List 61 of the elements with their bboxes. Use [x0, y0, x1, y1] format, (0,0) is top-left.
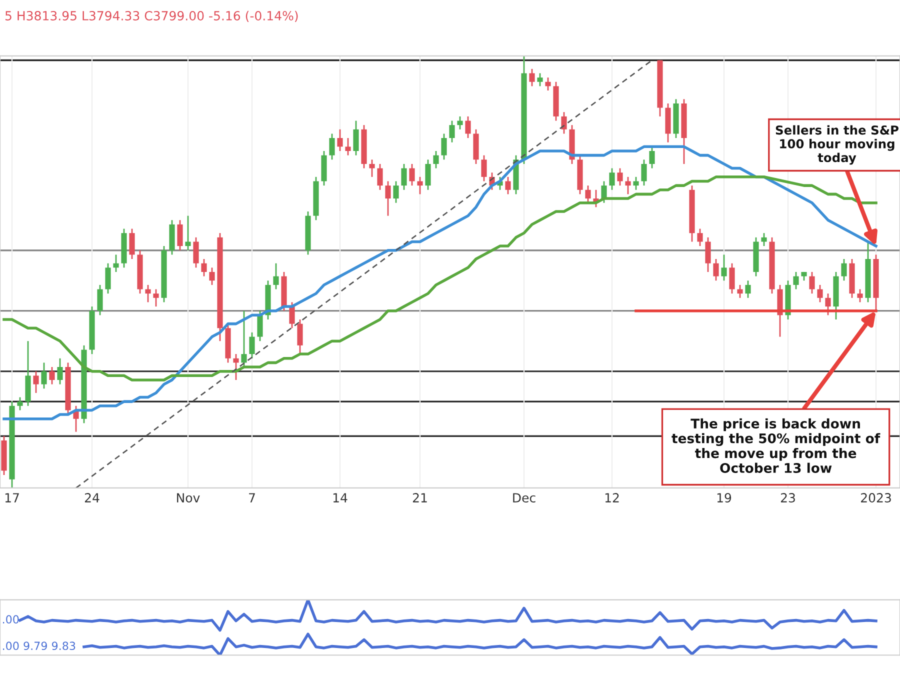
candlestick [577, 154, 583, 195]
candlestick [753, 236, 759, 277]
candlestick [537, 72, 543, 87]
candlestick [25, 340, 31, 407]
candlestick [721, 254, 727, 282]
candlestick [329, 133, 335, 160]
candlestick [153, 288, 159, 308]
candlestick [649, 146, 655, 169]
annotation: Sellers in the S&P 100 hour moving today [776, 125, 898, 165]
candlestick [705, 236, 711, 273]
candlestick [169, 219, 175, 256]
candlestick [441, 133, 447, 160]
x-tick-label: 2023 [861, 493, 891, 503]
candlestick [553, 81, 559, 122]
candlestick [393, 180, 399, 204]
x-tick-label: 12 [605, 493, 619, 502]
candlestick [313, 176, 319, 221]
annotation: .00 [2, 615, 19, 624]
candlestick [97, 284, 103, 316]
x-tick-label: 23 [780, 493, 795, 503]
x-tick-label: 14 [333, 493, 348, 502]
candlestick [737, 284, 743, 299]
text: 5 H3813.95 L3794.33 C3799.00 -5.16 (-0.14%) [5, 10, 298, 22]
candlestick [57, 358, 63, 385]
candlestick [481, 154, 487, 182]
candlestick [225, 323, 231, 364]
candlestick [145, 284, 151, 303]
candlestick [609, 168, 615, 191]
candlestick [713, 258, 719, 282]
candlestick [121, 228, 127, 268]
candlestick [369, 158, 375, 178]
candlestick [857, 288, 863, 303]
candlestick [17, 396, 23, 411]
x-tick-label: 21 [412, 493, 427, 502]
x-tick-label: 19 [717, 493, 732, 503]
candlestick [873, 254, 879, 312]
candlestick [417, 176, 423, 195]
x-tick-label: 7 [249, 493, 255, 502]
candlestick [465, 116, 471, 139]
candlestick [505, 176, 511, 195]
candlestick [33, 370, 39, 394]
candlestick [817, 284, 823, 303]
candlestick [473, 128, 479, 165]
annotation: .00 9.79 9.83 [2, 642, 76, 650]
candlestick [529, 68, 535, 87]
x-tick-label: 24 [84, 493, 100, 502]
candlestick [385, 180, 391, 216]
candlestick [185, 215, 191, 252]
candlestick [345, 137, 351, 156]
candlestick [633, 176, 639, 191]
x-tick-label: Nov [177, 493, 200, 503]
candlestick [865, 241, 871, 303]
candlestick [449, 120, 455, 144]
candlestick [457, 116, 463, 130]
x-tick-label: Dec [513, 493, 536, 503]
x-tick-label: 17 [5, 493, 19, 502]
annotation: The price is back down testing the 50% midpoint of the move up from the October 13 low [672, 418, 880, 473]
candlestick [193, 236, 199, 268]
candlestick [841, 258, 847, 282]
candlestick [41, 362, 47, 390]
candlestick [625, 176, 631, 195]
